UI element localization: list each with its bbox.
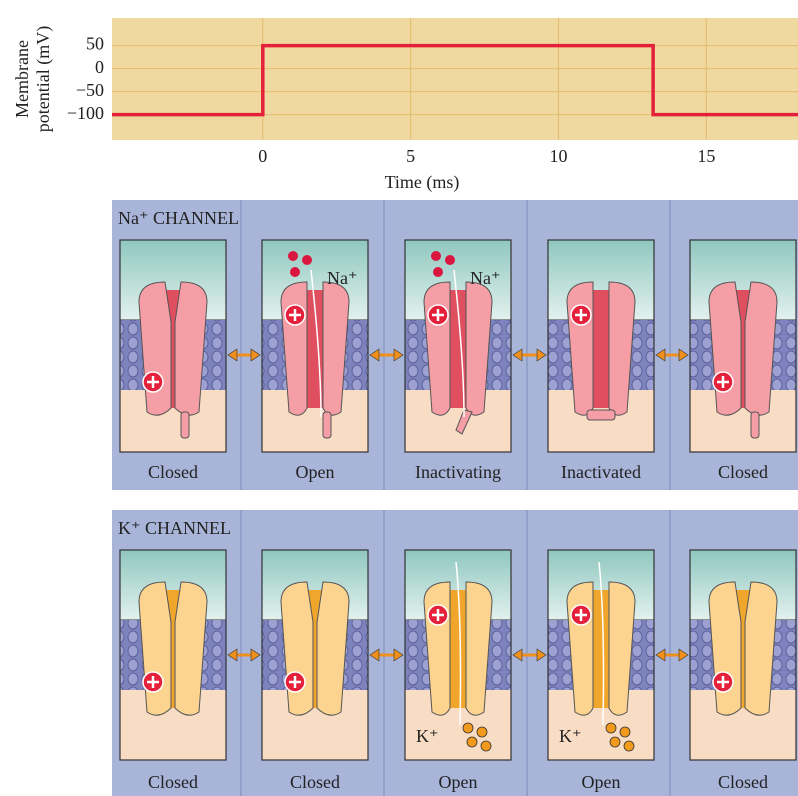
ion	[445, 255, 455, 265]
ion-label: K⁺	[416, 726, 439, 746]
ion	[463, 723, 473, 733]
y-axis-label: potential (mV)	[33, 26, 54, 132]
inactivation-gate	[323, 412, 331, 438]
ion	[481, 741, 491, 751]
ion	[290, 267, 300, 277]
ion	[288, 251, 298, 261]
ion	[620, 727, 630, 737]
x-tick-label: 5	[406, 146, 415, 166]
x-tick-label: 15	[697, 146, 715, 166]
x-tick-label: 10	[549, 146, 567, 166]
state-label: Closed	[718, 772, 768, 792]
plot-area	[112, 18, 798, 140]
ion	[610, 737, 620, 747]
ion	[477, 727, 487, 737]
ion-label: Na⁺	[327, 268, 358, 288]
x-tick-label: 0	[258, 146, 267, 166]
ion	[431, 251, 441, 261]
x-axis-label: Time (ms)	[385, 172, 460, 193]
y-tick-label: 50	[86, 34, 104, 54]
inactivation-gate	[587, 410, 615, 420]
state-label: Inactivating	[415, 462, 501, 482]
state-label: Open	[296, 462, 335, 482]
state-label: Inactivated	[561, 462, 641, 482]
state-label: Closed	[290, 772, 340, 792]
panel-title: K⁺ CHANNEL	[118, 518, 231, 538]
inactivation-gate	[181, 412, 189, 438]
y-tick-label: −100	[67, 103, 104, 123]
ion	[467, 737, 477, 747]
state-label: Closed	[148, 462, 198, 482]
y-axis-label: Membrane	[12, 40, 32, 118]
inactivation-gate	[751, 412, 759, 438]
channel-panels: Na⁺ CHANNEL Closed Open Na⁺ Inactivating Na⁺ I…	[112, 200, 798, 796]
state-label: Open	[582, 772, 621, 792]
figure: Membrane potential (mV) Time (ms) 500−50…	[0, 0, 798, 796]
ion-label: Na⁺	[470, 268, 501, 288]
panel-title: Na⁺ CHANNEL	[118, 208, 239, 228]
state-label: Closed	[718, 462, 768, 482]
state-label: Open	[439, 772, 478, 792]
ion-label: K⁺	[559, 726, 582, 746]
ion	[606, 723, 616, 733]
y-tick-label: 0	[95, 57, 104, 77]
state-label: Closed	[148, 772, 198, 792]
ion	[302, 255, 312, 265]
y-tick-label: −50	[76, 80, 104, 100]
ion	[433, 267, 443, 277]
ion	[624, 741, 634, 751]
